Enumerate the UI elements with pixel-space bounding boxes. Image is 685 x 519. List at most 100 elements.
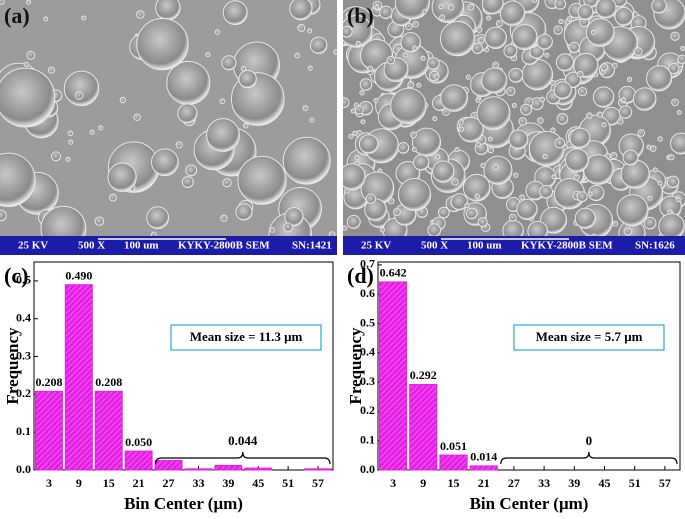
pore: [221, 55, 237, 71]
pore: [447, 4, 455, 11]
pore: [220, 214, 228, 222]
pore: [284, 207, 304, 227]
x-tick-label: 51: [629, 476, 641, 490]
pore: [354, 105, 364, 115]
pore: [670, 132, 685, 155]
pore: [634, 47, 643, 56]
pore: [508, 67, 524, 83]
annotation: 0.044: [228, 433, 258, 448]
pore: [550, 79, 556, 86]
y-tick-label: 0.6: [360, 286, 375, 300]
pore: [610, 152, 618, 160]
bar: [244, 467, 273, 471]
pore: [528, 130, 565, 167]
info-bar: [0, 236, 337, 255]
pore: [481, 67, 508, 94]
pore: [367, 65, 374, 72]
pore: [676, 109, 682, 115]
y-tick-label: 0.0: [360, 462, 375, 476]
y-tick-label: 0.5: [360, 315, 375, 329]
pore: [136, 17, 189, 71]
pore: [486, 15, 492, 21]
pore: [307, 65, 313, 71]
pore: [649, 145, 657, 152]
panel-label: (a): [4, 3, 30, 28]
pore: [527, 220, 549, 236]
info-text: KYKY-2800B SEM: [178, 240, 270, 252]
pore: [576, 191, 588, 203]
pore: [379, 5, 393, 20]
pore: [477, 217, 488, 228]
pore: [590, 29, 597, 35]
pore: [437, 206, 450, 219]
pore: [433, 74, 440, 80]
info-text: 500 X: [78, 240, 105, 252]
pore: [343, 163, 366, 191]
pore: [26, 0, 32, 5]
pore: [240, 65, 247, 72]
pore: [343, 15, 373, 48]
info-text: SN:1626: [635, 240, 675, 252]
pore: [410, 131, 417, 139]
pore: [652, 167, 658, 173]
pore: [205, 52, 211, 58]
pore: [0, 209, 7, 222]
y-tick-label: 0.5: [16, 273, 31, 287]
pore: [219, 98, 226, 105]
y-tick-label: 0.7: [360, 257, 375, 271]
pore: [358, 134, 379, 154]
pore: [350, 108, 356, 114]
pore: [269, 227, 276, 233]
pore: [576, 70, 584, 78]
x-tick-label: 51: [282, 476, 294, 490]
pore: [540, 206, 568, 234]
pore: [647, 195, 653, 201]
pore: [359, 90, 365, 96]
pore: [94, 216, 105, 226]
pore: [119, 96, 126, 104]
pore: [564, 19, 570, 25]
pore: [23, 61, 29, 68]
pore: [343, 25, 353, 38]
pore: [432, 160, 455, 183]
pore: [666, 175, 680, 189]
pore: [222, 0, 248, 26]
value-label: 0.642: [380, 266, 407, 280]
x-tick-label: 27: [163, 476, 175, 490]
pore: [511, 24, 538, 51]
pore: [43, 16, 49, 22]
pore: [596, 111, 603, 118]
pore: [238, 69, 257, 89]
pore: [354, 155, 360, 161]
x-axis-label: Bin Center (μm): [470, 494, 589, 513]
bar: [409, 383, 438, 471]
pore: [407, 81, 415, 89]
pore: [519, 194, 525, 200]
pore: [454, 147, 460, 153]
y-tick-label: 0.3: [360, 374, 375, 388]
pore: [643, 216, 657, 230]
pore: [564, 148, 589, 173]
pore: [475, 97, 481, 103]
pore: [492, 163, 499, 170]
x-tick-label: 33: [538, 476, 550, 490]
value-label: 0.208: [95, 375, 122, 389]
pore: [439, 21, 476, 57]
pore: [175, 141, 183, 149]
bar: [304, 468, 333, 471]
pore: [626, 76, 633, 82]
pore: [658, 213, 685, 236]
pore: [435, 154, 441, 160]
pore: [675, 196, 681, 202]
bar: [34, 390, 63, 471]
pore: [352, 130, 358, 136]
pore: [0, 0, 5, 5]
bar: [379, 281, 408, 471]
pore: [539, 184, 554, 199]
pore: [568, 41, 580, 53]
pore: [612, 220, 619, 227]
pore: [617, 118, 624, 125]
x-tick-label: 9: [76, 476, 82, 490]
pore: [503, 43, 518, 59]
pore: [465, 74, 471, 80]
